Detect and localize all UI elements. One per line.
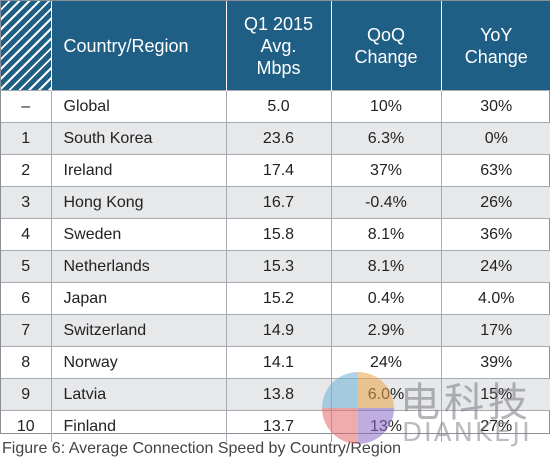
cell-yoy: 24%: [440, 250, 550, 283]
watermark: 电科技 DIANKEJI: [322, 370, 542, 460]
cell-qoq: 0.4%: [330, 282, 441, 315]
cell-speed: 14.9: [225, 314, 331, 347]
cell-qoq: 10%: [330, 90, 441, 123]
cell-speed: 17.4: [225, 154, 331, 187]
watermark-text-cn: 电科技: [400, 380, 532, 426]
cell-qoq: 2.9%: [330, 314, 441, 347]
cell-rank: 7: [1, 314, 51, 347]
cell-yoy: 30%: [440, 90, 550, 123]
cell-yoy: 63%: [440, 154, 550, 187]
cell-rank: 8: [1, 346, 51, 379]
cell-country: Hong Kong: [50, 186, 226, 219]
table-row: 1 South Korea 23.6 6.3% 0%: [1, 122, 550, 155]
cell-speed: 15.2: [225, 282, 331, 315]
cell-yoy: 0%: [440, 122, 550, 155]
figure-caption: Figure 6: Average Connection Speed by Co…: [2, 440, 402, 457]
table-row: 3 Hong Kong 16.7 -0.4% 26%: [1, 186, 550, 219]
cell-yoy: 39%: [440, 346, 550, 379]
header-yoy-change: YoY Change: [440, 1, 550, 91]
header-avg-speed-line-1: Q1 2015: [243, 13, 314, 34]
cell-country: Finland: [50, 410, 226, 442]
header-yoy-line-1: YoY: [480, 24, 513, 45]
cell-speed: 16.7: [225, 186, 331, 219]
header-yoy-line-2: Change: [464, 46, 528, 67]
cell-speed: 23.6: [225, 122, 331, 155]
cell-rank: 3: [1, 186, 51, 219]
cell-yoy: 4.0%: [440, 282, 550, 315]
cell-speed: 13.7: [225, 410, 331, 442]
cell-speed: 14.1: [225, 346, 331, 379]
cell-speed: 13.8: [225, 378, 331, 411]
cell-country: Latvia: [50, 378, 226, 411]
cell-yoy: 26%: [440, 186, 550, 219]
cell-speed: 15.8: [225, 218, 331, 251]
cell-rank: 1: [1, 122, 51, 155]
cell-rank: 6: [1, 282, 51, 315]
cell-country: Japan: [50, 282, 226, 315]
table-row: – Global 5.0 10% 30%: [1, 90, 550, 123]
header-qoq-line-2: Change: [354, 46, 418, 67]
table-header-row: Country/Region Q1 2015 Avg. Mbps QoQ Cha…: [1, 1, 550, 91]
table-row: 9 Latvia 13.8 6.0% 15%: [1, 378, 550, 411]
speed-table-container: Country/Region Q1 2015 Avg. Mbps QoQ Cha…: [0, 0, 550, 442]
cell-yoy: 15%: [440, 378, 550, 411]
cell-country: Ireland: [50, 154, 226, 187]
cell-rank: 4: [1, 218, 51, 251]
watermark-logo-icon: [322, 372, 394, 444]
cell-qoq: 37%: [330, 154, 441, 187]
cell-speed: 15.3: [225, 250, 331, 283]
table-row: 4 Sweden 15.8 8.1% 36%: [1, 218, 550, 251]
table-row: 8 Norway 14.1 24% 39%: [1, 346, 550, 379]
cell-yoy: 36%: [440, 218, 550, 251]
cell-yoy: 17%: [440, 314, 550, 347]
cell-country: Sweden: [50, 218, 226, 251]
header-qoq-line-1: QoQ: [366, 24, 405, 45]
cell-qoq: 24%: [330, 346, 441, 379]
header-avg-speed-line-2: Avg.: [260, 35, 297, 56]
cell-country: Global: [50, 90, 226, 123]
header-country-region: Country/Region: [50, 1, 226, 91]
cell-speed: 5.0: [225, 90, 331, 123]
table-row: 5 Netherlands 15.3 8.1% 24%: [1, 250, 550, 283]
cell-yoy: 27%: [440, 410, 550, 442]
cell-rank: –: [1, 90, 51, 123]
cell-qoq: 6.3%: [330, 122, 441, 155]
connection-speed-table: Country/Region Q1 2015 Avg. Mbps QoQ Cha…: [1, 1, 550, 442]
cell-country: Norway: [50, 346, 226, 379]
header-avg-speed-line-3: Mbps: [256, 57, 301, 78]
table-row: 6 Japan 15.2 0.4% 4.0%: [1, 282, 550, 315]
cell-rank: 2: [1, 154, 51, 187]
table-row: 2 Ireland 17.4 37% 63%: [1, 154, 550, 187]
watermark-text-en: DIANKEJI: [402, 418, 532, 448]
header-rank: [1, 1, 51, 91]
cell-rank: 5: [1, 250, 51, 283]
cell-rank: 9: [1, 378, 51, 411]
header-avg-speed: Q1 2015 Avg. Mbps: [225, 1, 331, 91]
cell-country: South Korea: [50, 122, 226, 155]
header-qoq-change: QoQ Change: [330, 1, 441, 91]
cell-country: Switzerland: [50, 314, 226, 347]
cell-qoq: 8.1%: [330, 218, 441, 251]
cell-qoq: 8.1%: [330, 250, 441, 283]
table-row: 7 Switzerland 14.9 2.9% 17%: [1, 314, 550, 347]
cell-qoq: -0.4%: [330, 186, 441, 219]
cell-country: Netherlands: [50, 250, 226, 283]
cell-rank: 10: [1, 410, 51, 442]
